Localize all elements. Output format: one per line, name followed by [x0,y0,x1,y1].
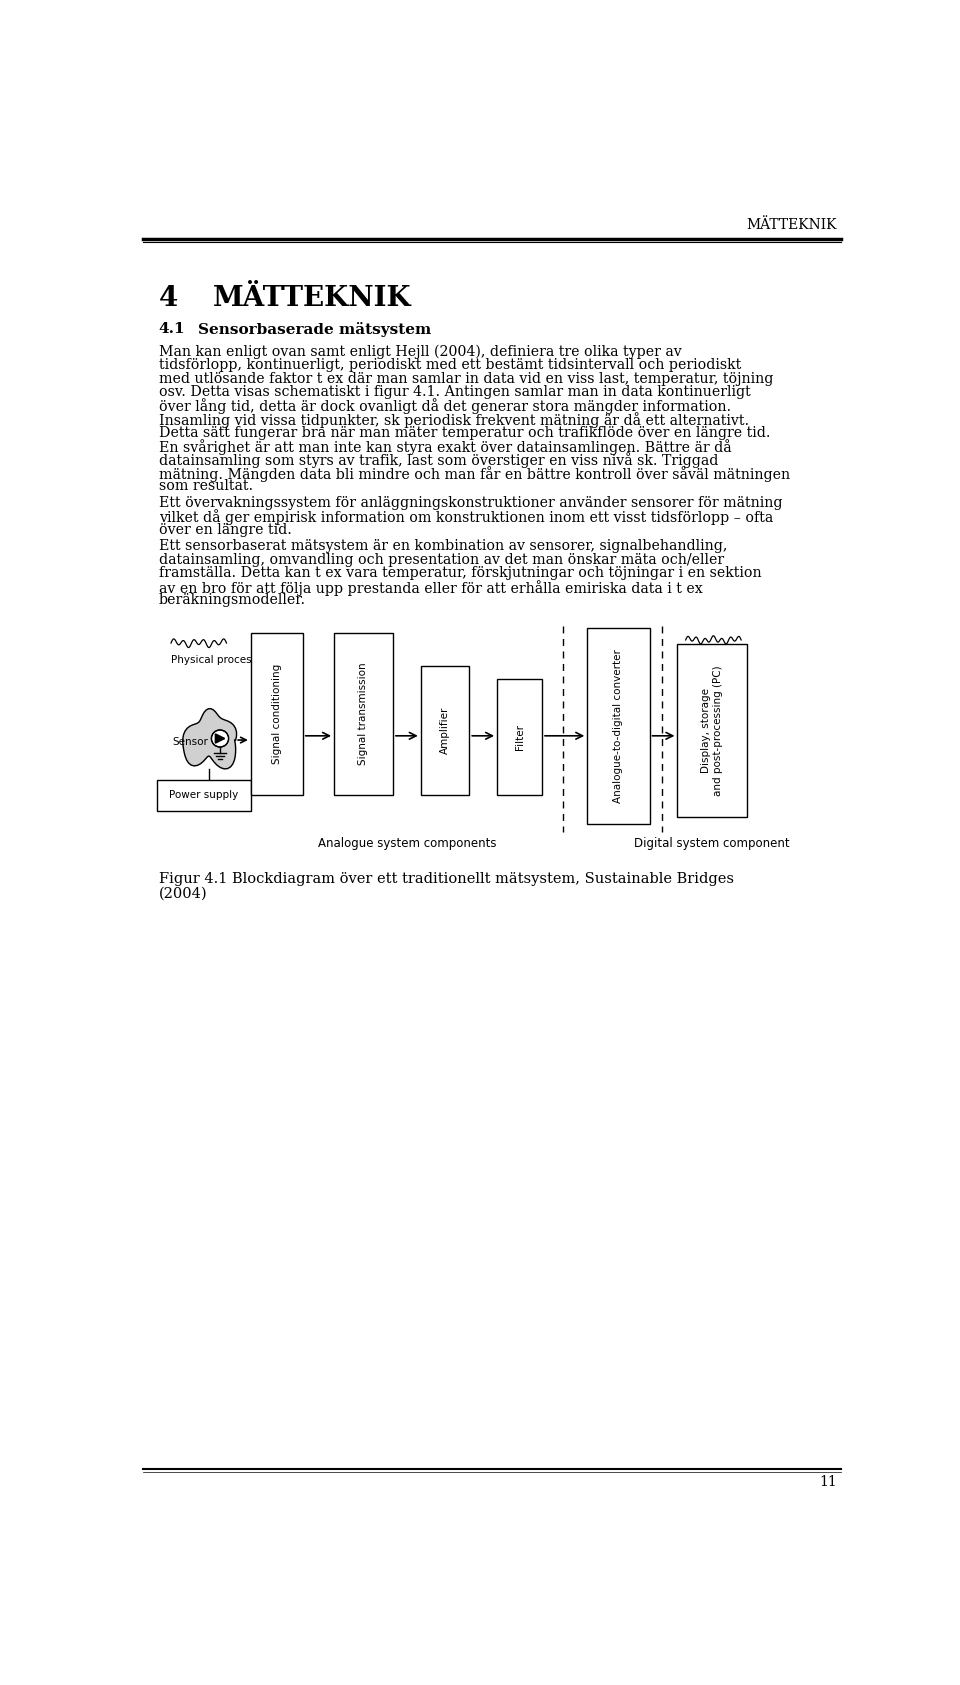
Text: osv. Detta visas schematiskt i figur 4.1. Antingen samlar man in data kontinuerl: osv. Detta visas schematiskt i figur 4.1… [158,386,751,399]
Bar [334,632,393,795]
Text: Figur 4.1 Blockdiagram över ett traditionellt mätsystem, Sustainable Bridges: Figur 4.1 Blockdiagram över ett traditio… [158,873,733,886]
Text: Ett övervakningssystem för anläggningskonstruktioner använder sensorer för mätni: Ett övervakningssystem för anläggningsko… [158,495,782,511]
Circle shape [211,730,228,746]
Polygon shape [182,709,236,768]
Text: av en bro för att följa upp prestanda eller för att erhålla emiriska data i t ex: av en bro för att följa upp prestanda el… [158,580,703,596]
Bar [251,632,302,795]
Text: framställa. Detta kan t ex vara temperatur, förskjutningar och töjningar i en se: framställa. Detta kan t ex vara temperat… [158,566,761,580]
Text: Signal conditioning: Signal conditioning [272,664,282,763]
Text: Insamling vid vissa tidpunkter, sk periodisk frekvent mätning är då ett alternat: Insamling vid vissa tidpunkter, sk perio… [158,413,749,428]
Text: Filter: Filter [515,725,524,750]
Polygon shape [215,735,225,743]
Text: Sensor: Sensor [172,736,207,746]
Bar [678,644,747,817]
Bar [420,666,469,795]
Text: En svårighet är att man inte kan styra exakt över datainsamlingen. Bättre är då: En svårighet är att man inte kan styra e… [158,440,732,455]
Text: (2004): (2004) [158,886,207,900]
Bar [497,679,542,795]
Circle shape [212,731,228,746]
Text: 11: 11 [819,1474,837,1490]
Text: Detta sätt fungerar bra när man mäter temperatur och trafikflöde över en längre : Detta sätt fungerar bra när man mäter te… [158,426,770,440]
Text: Signal transmission: Signal transmission [358,662,369,765]
Text: datainsamling som styrs av trafik, last som överstiger en viss nivå sk. Triggad: datainsamling som styrs av trafik, last … [158,453,718,468]
Text: över lång tid, detta är dock ovanligt då det generar stora mängder information.: över lång tid, detta är dock ovanligt då… [158,399,731,415]
Text: Amplifier: Amplifier [440,706,450,753]
Text: med utlösande faktor t ex där man samlar in data vid en viss last, temperatur, t: med utlösande faktor t ex där man samlar… [158,372,773,386]
Text: Power supply: Power supply [169,790,239,800]
Text: Physical process: Physical process [171,654,257,664]
Text: vilket då ger empirisk information om konstruktionen inom ett visst tidsförlopp : vilket då ger empirisk information om ko… [158,509,773,526]
Text: mätning. Mängden data bli mindre och man får en bättre kontroll över såväl mätni: mätning. Mängden data bli mindre och man… [158,467,790,482]
Text: som resultat.: som resultat. [158,480,252,494]
Bar [588,629,650,824]
Text: 4: 4 [158,285,178,312]
Text: Man kan enligt ovan samt enligt Hejll (2004), definiera tre olika typer av: Man kan enligt ovan samt enligt Hejll (2… [158,345,682,359]
Text: Analogue-to-digital converter: Analogue-to-digital converter [613,649,623,802]
Text: Display, storage
and post-processing (PC): Display, storage and post-processing (PC… [701,666,723,795]
Text: Ett sensorbaserat mätsystem är en kombination av sensorer, signalbehandling,: Ett sensorbaserat mätsystem är en kombin… [158,539,727,553]
Text: beräkningsmodeller.: beräkningsmodeller. [158,593,306,607]
Text: datainsamling, omvandling och presentation av det man önskar mäta och/eller: datainsamling, omvandling och presentati… [158,553,724,566]
Text: MÄTTEKNIK: MÄTTEKNIK [746,219,837,233]
Text: 4.1: 4.1 [158,322,185,335]
Text: tidsförlopp, kontinuerligt, periodiskt med ett bestämt tidsintervall och periodi: tidsförlopp, kontinuerligt, periodiskt m… [158,359,741,372]
Text: över en längre tid.: över en längre tid. [158,522,292,538]
Text: MÄTTEKNIK: MÄTTEKNIK [213,285,412,312]
Text: Analogue system components: Analogue system components [318,837,496,849]
Text: Sensorbaserade mätsystem: Sensorbaserade mätsystem [198,322,431,337]
Bar [157,780,251,810]
Text: Digital system component: Digital system component [635,837,790,849]
